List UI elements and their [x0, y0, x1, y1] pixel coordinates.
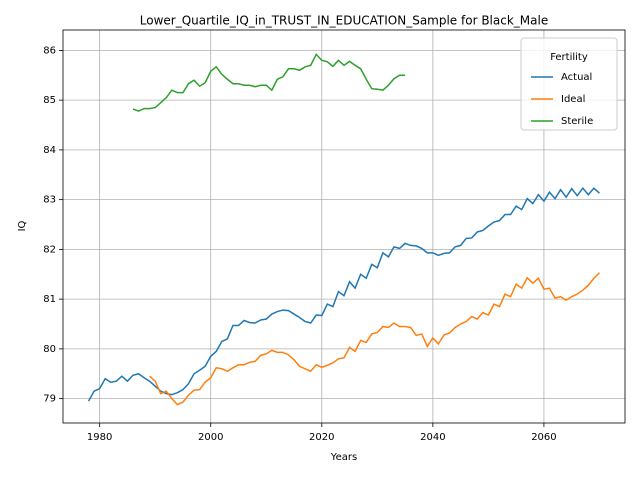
y-tick-label: 79: [43, 394, 56, 405]
y-tick-label: 82: [43, 244, 56, 255]
y-tick-label: 83: [43, 195, 56, 206]
x-tick-label: 1980: [87, 432, 112, 443]
x-tick-label: 2060: [531, 432, 556, 443]
legend-label: Sterile: [561, 116, 593, 127]
y-tick-label: 80: [43, 344, 56, 355]
y-tick-label: 86: [43, 45, 56, 56]
x-tick-label: 2040: [420, 432, 445, 443]
plot-frame: [62, 29, 626, 424]
x-axis-label: Years: [330, 452, 357, 463]
x-tick-label: 2020: [309, 432, 334, 443]
x-tick-label: 2000: [198, 432, 223, 443]
y-tick-label: 85: [43, 95, 56, 106]
y-axis-label: IQ: [17, 220, 28, 231]
legend-title: Fertility: [550, 52, 588, 63]
legend-label: Actual: [561, 72, 592, 83]
legend-label: Ideal: [561, 94, 585, 105]
y-tick-label: 81: [43, 294, 56, 305]
data-line: [132, 53, 406, 112]
data-line: [149, 272, 600, 406]
y-tick-label: 84: [43, 145, 56, 156]
data-line: [87, 186, 600, 402]
chart-title: Lower_Quartile_IQ_in_TRUST_IN_EDUCATION_…: [140, 14, 548, 28]
legend-box: [520, 37, 618, 131]
